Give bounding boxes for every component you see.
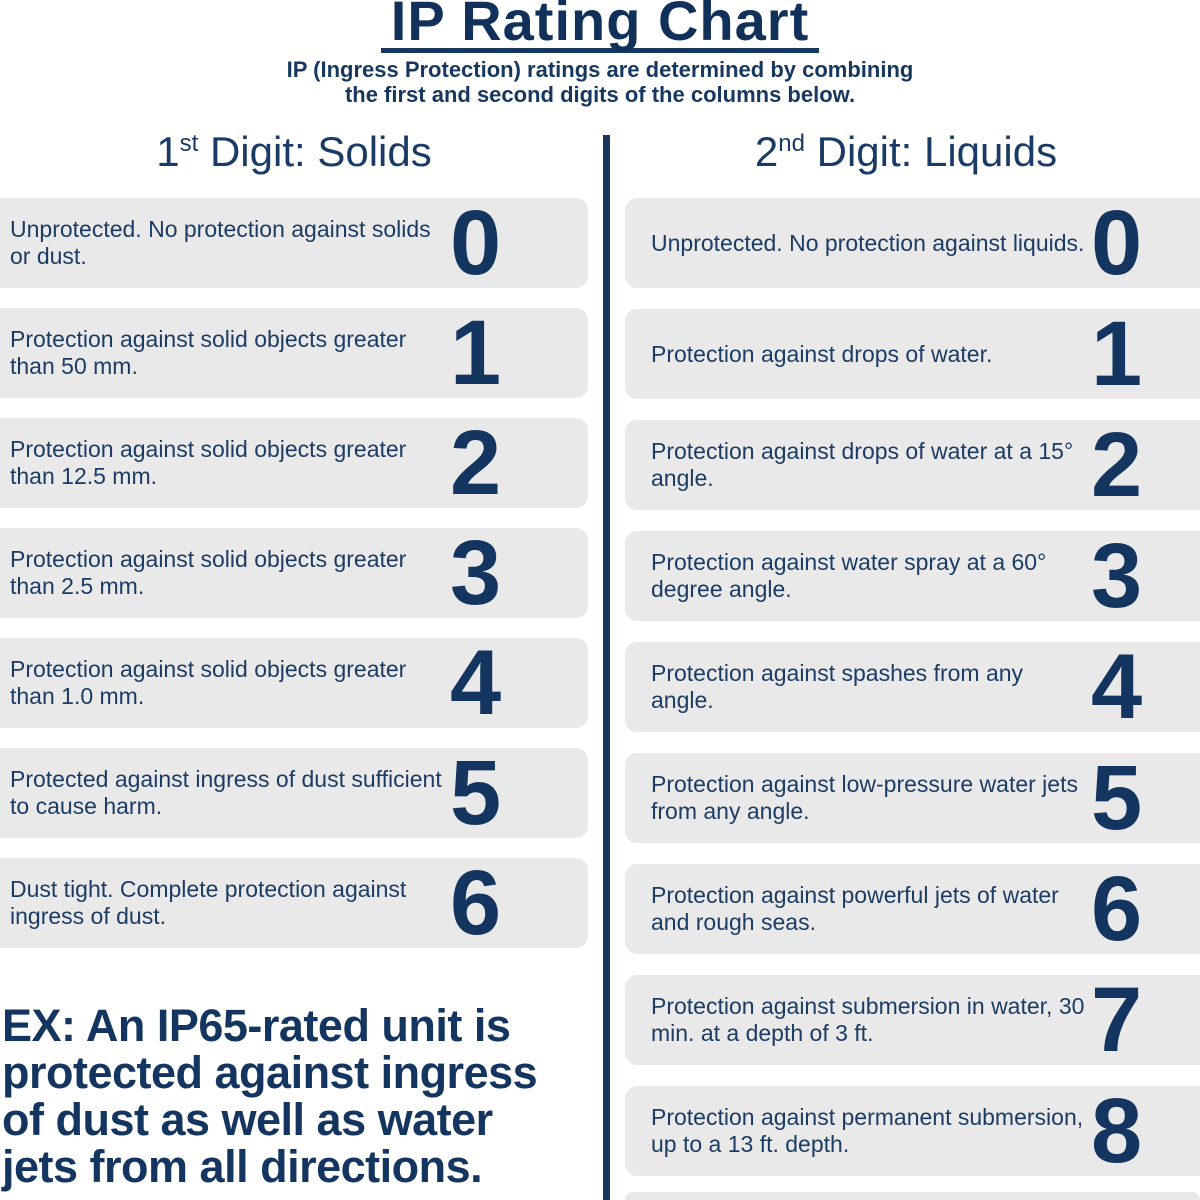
rating-digit: 7: [1091, 969, 1143, 1071]
solids-column-header: 1st Digit: Solids: [0, 128, 588, 176]
solids-row: Dust tight. Complete protection against …: [0, 852, 588, 954]
rating-digit: 0: [1091, 192, 1143, 294]
rating-digit: 0: [450, 192, 502, 294]
example-line: protected against ingress: [2, 1047, 538, 1098]
liquids-row: Protection against drops of water. 1: [625, 303, 1200, 405]
liquids-row: Protection against submersion in water, …: [625, 969, 1200, 1071]
liquids-row: Unprotected. No protection against liqui…: [625, 192, 1200, 294]
liquids-row: Protection against water spray at a 60° …: [625, 525, 1200, 627]
rating-digit: 5: [450, 742, 502, 844]
cropped-row-edge: [625, 1192, 1200, 1200]
liquids-row: Protection against low-pressure water je…: [625, 747, 1200, 849]
rating-description: Protection against solid objects greater…: [10, 326, 407, 379]
subtitle: IP (Ingress Protection) ratings are dete…: [0, 57, 1200, 107]
solids-row: Protection against solid objects greater…: [0, 302, 588, 404]
liquids-heading-label: Digit: Liquids: [804, 128, 1058, 175]
liquids-column-header: 2nd Digit: Liquids: [612, 128, 1200, 176]
rating-digit: 3: [450, 522, 502, 624]
liquids-row: Protection against spashes from any angl…: [625, 636, 1200, 738]
rating-description: Protection against drops of water.: [651, 340, 993, 367]
example-line: EX: An IP65-rated unit is: [2, 1000, 511, 1051]
page-header: IP Rating Chart IP (Ingress Protection) …: [0, 0, 1200, 107]
solids-heading-number: 1: [156, 128, 180, 175]
rating-digit: 6: [450, 852, 502, 954]
rating-digit: 4: [450, 632, 502, 734]
solids-row: Protection against solid objects greater…: [0, 522, 588, 624]
rating-digit: 3: [1091, 525, 1143, 627]
rating-description: Protection against solid objects greater…: [10, 546, 407, 599]
rating-description: Protected against ingress of dust suffic…: [10, 766, 442, 819]
solids-row: Unprotected. No protection against solid…: [0, 192, 588, 294]
example-line: of dust as well as water: [2, 1094, 493, 1145]
rating-description: Protection against submersion in water, …: [651, 993, 1085, 1046]
solids-row: Protected against ingress of dust suffic…: [0, 742, 588, 844]
rating-digit: 2: [1091, 414, 1143, 516]
rating-description: Unprotected. No protection against liqui…: [651, 229, 1085, 256]
column-divider: [603, 135, 610, 1200]
rating-description: Protection against water spray at a 60° …: [651, 549, 1047, 602]
rating-description: Protection against spashes from any angl…: [651, 660, 1024, 713]
solids-heading-ordinal: st: [179, 130, 199, 157]
example-text: EX: An IP65-rated unit is protected agai…: [2, 1002, 602, 1190]
rating-description: Protection against solid objects greater…: [10, 656, 407, 709]
rating-digit: 5: [1091, 747, 1143, 849]
rating-description: Unprotected. No protection against solid…: [10, 216, 431, 269]
rating-digit: 2: [450, 412, 502, 514]
liquids-row: Protection against drops of water at a 1…: [625, 414, 1200, 516]
liquids-row: Protection against permanent submersion,…: [625, 1080, 1200, 1182]
rating-digit: 6: [1091, 858, 1143, 960]
solids-row: Protection against solid objects greater…: [0, 412, 588, 514]
rating-digit: 1: [1091, 303, 1143, 405]
rating-description: Protection against powerful jets of wate…: [651, 882, 1059, 935]
liquids-row: Protection against powerful jets of wate…: [625, 858, 1200, 960]
liquids-column: Unprotected. No protection against liqui…: [625, 192, 1200, 1197]
liquids-heading-ordinal: nd: [778, 130, 805, 157]
rating-digit: 4: [1091, 636, 1143, 738]
subtitle-line-2: the first and second digits of the colum…: [344, 82, 856, 107]
page-title: IP Rating Chart: [380, 0, 820, 53]
rating-description: Protection against low-pressure water je…: [651, 771, 1078, 824]
rating-description: Protection against solid objects greater…: [10, 436, 407, 489]
rating-description: Protection against drops of water at a 1…: [651, 438, 1074, 491]
subtitle-line-1: IP (Ingress Protection) ratings are dete…: [286, 57, 914, 82]
rating-description: Dust tight. Complete protection against …: [10, 876, 407, 929]
solids-row: Protection against solid objects greater…: [0, 632, 588, 734]
rating-digit: 8: [1091, 1080, 1143, 1182]
solids-heading-label: Digit: Solids: [198, 128, 432, 175]
rating-digit: 1: [450, 302, 502, 404]
solids-column: Unprotected. No protection against solid…: [0, 192, 588, 968]
rating-description: Protection against permanent submersion,…: [651, 1104, 1084, 1157]
liquids-heading-number: 2: [754, 128, 779, 175]
example-line: jets from all directions.: [2, 1141, 483, 1192]
